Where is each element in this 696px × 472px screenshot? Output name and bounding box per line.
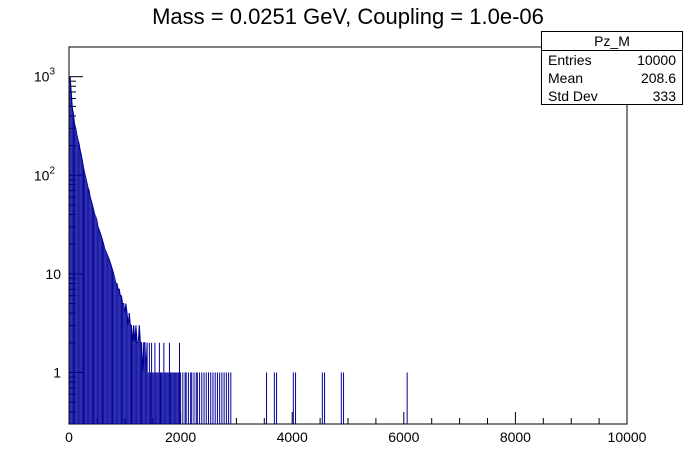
stats-row-stddev: Std Dev 333 [542, 87, 682, 105]
y-tick-label: 1 [53, 364, 61, 380]
y-tick-label: 102 [34, 165, 56, 183]
stats-label: Std Dev [548, 88, 598, 104]
x-tick-label: 2000 [165, 429, 196, 445]
x-tick-label: 8000 [500, 429, 531, 445]
stats-value: 10000 [637, 52, 676, 68]
stats-value: 333 [652, 88, 676, 104]
stats-label: Entries [548, 52, 592, 68]
stats-value: 208.6 [640, 70, 676, 86]
stats-box: Pz_M Entries 10000 Mean 208.6 Std Dev 33… [541, 31, 683, 105]
histogram-outline [69, 76, 148, 373]
stats-label: Mean [548, 70, 584, 86]
x-tick-label: 6000 [388, 429, 419, 445]
stats-row-entries: Entries 10000 [542, 51, 682, 69]
y-tick-label: 10 [45, 266, 61, 282]
x-tick-label: 4000 [277, 429, 308, 445]
x-tick-label: 10000 [608, 429, 647, 445]
x-tick-label: 0 [65, 429, 73, 445]
stats-name: Pz_M [542, 32, 682, 51]
chart-title: Mass = 0.0251 GeV, Coupling = 1.0e-06 [152, 4, 544, 29]
y-tick-label: 103 [34, 67, 56, 85]
stats-row-mean: Mean 208.6 [542, 69, 682, 87]
